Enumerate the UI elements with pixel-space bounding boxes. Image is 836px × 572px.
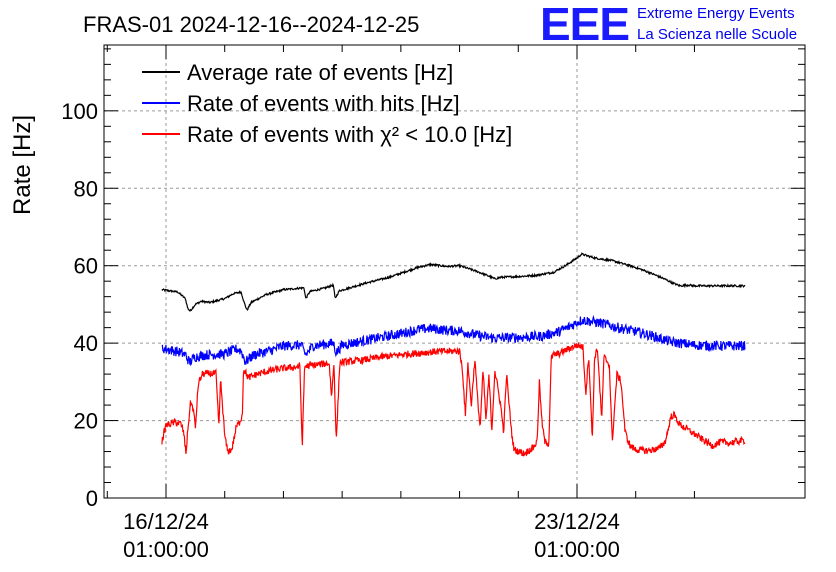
chart-title: FRAS-01 2024-12-16--2024-12-25 <box>83 12 419 37</box>
y-tick-label: 80 <box>74 176 98 201</box>
x-tick-label-time: 01:00:00 <box>123 537 209 562</box>
series-line-1 <box>161 314 746 367</box>
eee-logo-line1: Extreme Energy Events <box>637 5 795 22</box>
series-line-2 <box>161 342 746 457</box>
y-tick-label: 60 <box>74 254 98 279</box>
y-axis-title: Rate [Hz] <box>9 115 36 215</box>
plot-frame <box>103 44 806 499</box>
series-line-0 <box>161 252 746 312</box>
legend-label-2: Rate of events with χ² < 10.0 [Hz] <box>187 122 512 147</box>
y-tick-label: 20 <box>74 409 98 434</box>
y-tick-label: 40 <box>74 331 98 356</box>
eee-logo-letters: EEE <box>540 0 629 50</box>
series-lines <box>161 252 746 457</box>
legend: Average rate of events [Hz] Rate of event… <box>142 60 512 147</box>
y-tick-label: 0 <box>86 486 98 511</box>
axis-ticks <box>104 45 805 499</box>
legend-label-1: Rate of events with hits [Hz] <box>187 91 460 116</box>
legend-label-0: Average rate of events [Hz] <box>187 60 453 85</box>
eee-logo-line2: La Scienza nelle Scuole <box>637 26 797 43</box>
eee-logo: EEE Extreme Energy Events La Scienza nel… <box>540 0 797 50</box>
x-tick-label-date: 23/12/24 <box>534 509 620 534</box>
tick-labels: 0 20 40 60 80 100 16/12/24 01:00:00 23/12/24 01:0… <box>61 99 620 562</box>
x-tick-label-time: 01:00:00 <box>534 537 620 562</box>
y-tick-label: 100 <box>61 99 98 124</box>
x-tick-label-date: 16/12/24 <box>123 509 209 534</box>
